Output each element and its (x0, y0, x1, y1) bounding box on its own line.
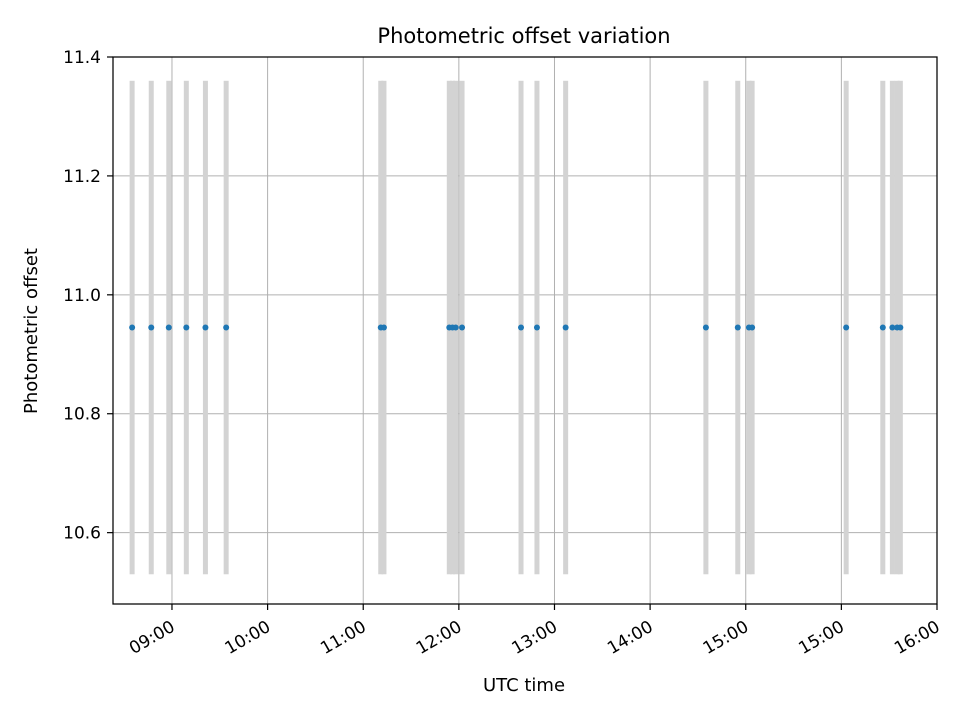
plot-frame (112, 56, 938, 605)
data-point (380, 324, 387, 331)
y-tick-label: 11.4 (63, 48, 101, 68)
data-point (533, 324, 540, 331)
data-point (148, 324, 155, 331)
data-point (897, 324, 904, 331)
y-tick-label: 10.8 (63, 405, 101, 425)
data-point (879, 324, 886, 331)
data-point (129, 324, 136, 331)
y-axis-label: Photometric offset (21, 248, 42, 414)
data-point (843, 324, 850, 331)
y-tick-label: 11.0 (63, 286, 101, 306)
x-axis-label: UTC time (483, 675, 565, 696)
data-point (702, 324, 709, 331)
data-point (459, 324, 466, 331)
data-point (202, 324, 209, 331)
data-point (518, 324, 525, 331)
data-point (183, 324, 190, 331)
data-points (129, 324, 904, 331)
data-point (223, 324, 230, 331)
data-point (734, 324, 741, 331)
y-tick-label: 11.2 (63, 167, 101, 187)
data-point (452, 324, 459, 331)
data-point (749, 324, 756, 331)
data-point (889, 324, 896, 331)
data-point (165, 324, 172, 331)
y-tick-label: 10.6 (63, 524, 101, 544)
chart-title: Photometric offset variation (377, 24, 670, 48)
data-point (562, 324, 569, 331)
y-axis-ticks: 10.6 10.8 11.0 11.2 11.4 (63, 48, 113, 544)
